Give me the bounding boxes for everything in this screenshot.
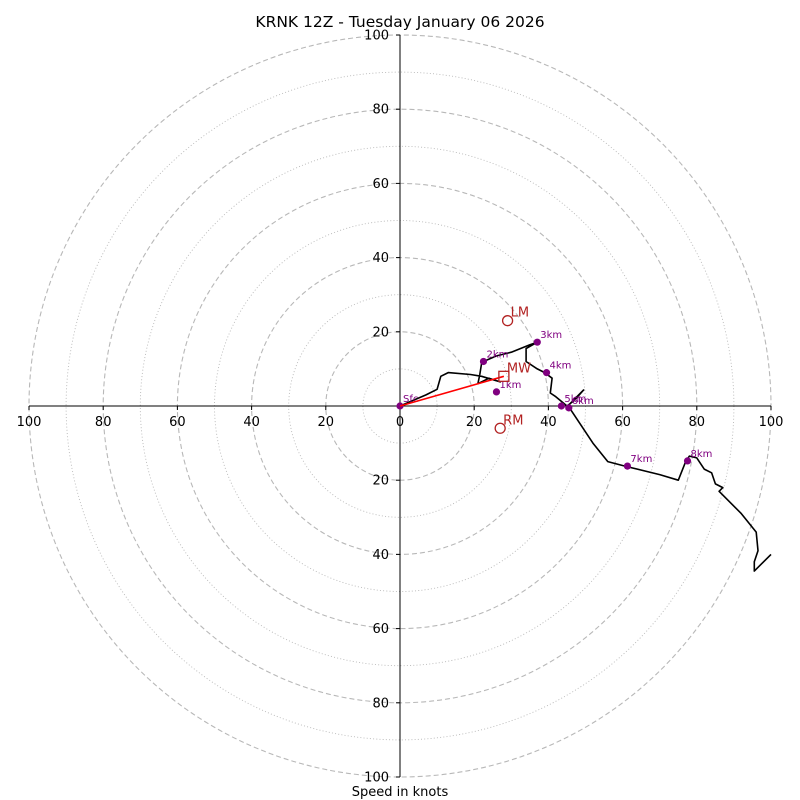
tick-labels: 100 80 60 40 20 0 20 40 60 80 100 100 80 60 40 20 20 40 60…: [17, 29, 784, 786]
y-tick-label: 80: [372, 103, 389, 118]
left-mover-marker: [501, 315, 514, 327]
y-tick-label: 40: [372, 548, 389, 563]
y-tick-label: 40: [372, 251, 389, 266]
y-tick-label: 100: [364, 771, 389, 786]
y-tick-label: 20: [372, 325, 389, 340]
x-tick-label: 60: [614, 415, 631, 430]
height-marker-4km: [542, 369, 551, 377]
shear-vector: [399, 375, 505, 407]
height-marker-3km: [533, 338, 541, 346]
height-marker-2km: [479, 357, 488, 366]
height-label-8km: 8km: [691, 449, 713, 460]
left-mover-label: LM: [511, 306, 529, 321]
x-tick-label: 60: [169, 415, 186, 430]
height-marker-7km: [623, 462, 632, 470]
y-tick-label: 100: [364, 29, 389, 44]
x-tick-label: 80: [689, 415, 706, 430]
height-label-2km: 2km: [486, 349, 508, 360]
height-label-6km: 6km: [572, 396, 594, 407]
y-tick-label: 20: [372, 474, 389, 489]
chart-title: KRNK 12Z - Tuesday January 06 2026: [255, 13, 544, 31]
x-tick-label: 100: [759, 415, 784, 430]
x-tick-label: 20: [318, 415, 335, 430]
height-label-7km: 7km: [630, 454, 652, 465]
x-axis-label: Speed in knots: [352, 785, 449, 800]
y-tick-label: 60: [372, 622, 389, 637]
mean-wind-marker: [498, 370, 510, 382]
height-marker-5km: [557, 402, 565, 410]
height-marker-1km: [492, 388, 501, 396]
height-label-1km: 1km: [499, 380, 521, 391]
height-marker-6km: [565, 404, 573, 412]
x-tick-label: 20: [466, 415, 483, 430]
x-tick-label: 0: [396, 415, 404, 430]
storm-motion-group: MW LM RM: [399, 306, 531, 434]
x-tick-label: 100: [17, 415, 42, 430]
x-tick-label: 40: [243, 415, 260, 430]
hodograph-trace: [399, 341, 772, 572]
mean-wind-label: MW: [507, 361, 531, 376]
y-tick-label: 60: [372, 177, 389, 192]
height-label-3km: 3km: [540, 330, 562, 341]
y-tick-label: 80: [372, 696, 389, 711]
height-label-4km: 4km: [550, 361, 572, 372]
right-mover-label: RM: [503, 413, 523, 428]
height-label-5km: 5km: [564, 394, 586, 405]
x-tick-label: 80: [95, 415, 112, 430]
x-tick-label: 40: [540, 415, 557, 430]
height-label-sfc: Sfc: [403, 394, 418, 405]
hodograph-trace-group: [399, 341, 772, 572]
height-marker-8km: [683, 457, 692, 465]
right-mover-marker: [494, 422, 506, 434]
